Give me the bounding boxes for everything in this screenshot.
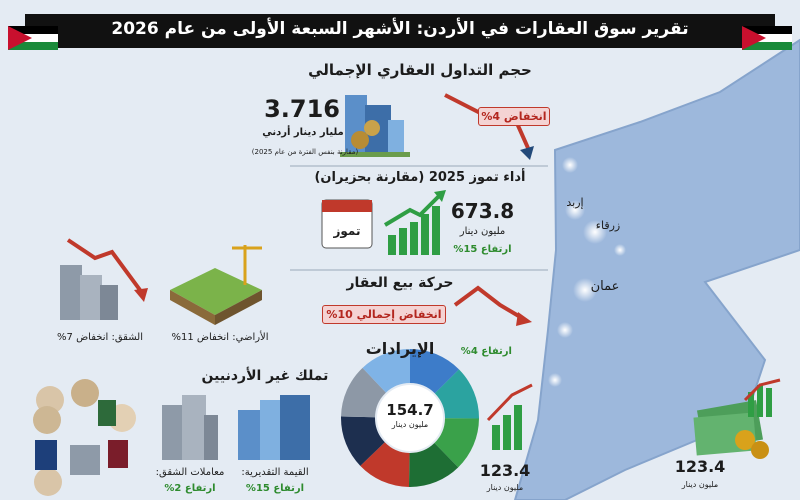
revenue-growth-icon <box>486 383 533 450</box>
title-bar <box>25 14 775 48</box>
foreign-apartments-label: معاملات الشقق: <box>155 467 225 478</box>
volume-unit: مليار دينار أردني <box>262 127 344 138</box>
down-arrow-head <box>516 312 532 326</box>
land-icon <box>170 245 262 325</box>
down-arrow-head <box>520 146 534 160</box>
foreign-value-change: ارتفاع 15% <box>245 483 305 494</box>
july-value: 673.8 <box>450 199 515 223</box>
city-lights <box>548 157 626 387</box>
revenue-secondary: 123.4 <box>479 461 531 480</box>
apartments-icon <box>60 238 148 320</box>
foreign-apartments-change: ارتفاع 2% <box>164 483 216 494</box>
flag-left <box>8 26 58 50</box>
revenue-change: ارتفاع 4% <box>460 346 512 357</box>
calendar-icon <box>321 199 373 249</box>
foreign-title: تملك غير الأردنيين <box>201 368 329 384</box>
revenue-title: الإيرادات <box>365 339 435 358</box>
july-change: ارتفاع 15% <box>453 244 512 255</box>
sales-change: انخفاض إجمالي 10% <box>322 305 446 324</box>
buildings-icon <box>340 95 410 157</box>
july-title: أداء تموز 2025 (مقارنة بحزيران) <box>314 170 526 185</box>
revenue-total: 154.7 <box>386 401 434 419</box>
page-title: تقرير سوق العقارات في الأردن: الأشهر الس… <box>111 19 689 39</box>
volume-title: حجم التداول العقاري الإجمالي <box>308 61 532 79</box>
revenue-secondary-unit: مليون دينار <box>486 483 524 492</box>
lands-change: الأراضي: انخفاض 11% <box>171 332 269 343</box>
map-label: إربد <box>566 196 584 209</box>
revenue-total-unit: مليون دينار <box>391 420 429 429</box>
apartments-change: الشقق: انخفاض 7% <box>57 332 143 343</box>
extra-unit: مليون دينار <box>681 480 719 489</box>
volume-value: 3.716 <box>264 95 340 123</box>
sales-title: حركة بيع العقار <box>346 275 454 291</box>
map-label: زرقاء <box>595 219 621 232</box>
down-arrow <box>453 285 524 320</box>
money-icon <box>693 378 781 459</box>
july-unit: مليون دينار <box>459 226 506 237</box>
extra-value: 123.4 <box>674 457 726 476</box>
flag-right <box>742 26 792 50</box>
volume-change: انخفاض 4% <box>478 107 550 126</box>
revenue-donut <box>341 349 479 487</box>
foreign-value-label: القيمة التقديرية: <box>241 467 309 478</box>
map-label: عمان <box>590 279 620 294</box>
calendar-label: تموز <box>333 224 361 238</box>
growth-bars <box>383 190 446 255</box>
volume-note: (مقارنة بنفس الفترة من عام 2025) <box>251 148 359 156</box>
people-icons <box>33 379 136 496</box>
foreign-value-icon <box>238 395 310 460</box>
foreign-apartments-icon <box>162 395 218 460</box>
